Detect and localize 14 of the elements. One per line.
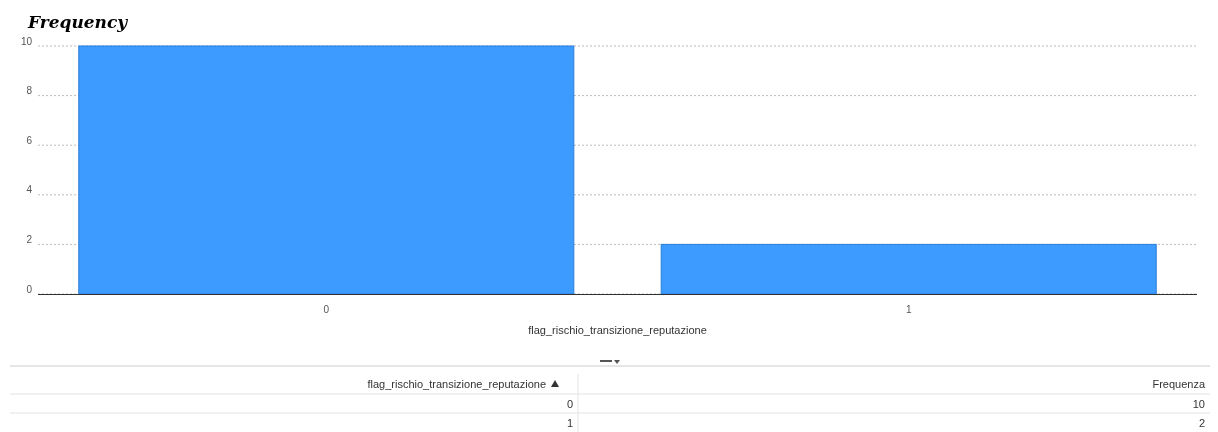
y-tick-label: 0 xyxy=(26,283,33,295)
chart-title: Frequency xyxy=(27,12,129,32)
text: Frequenza xyxy=(1152,378,1206,390)
text: 10 xyxy=(1192,398,1205,410)
y-tick-label: 6 xyxy=(26,134,33,146)
text: flag_rischio_transizione_reputazione xyxy=(367,378,546,390)
x-axis-title: flag_rischio_transizione_reputazione xyxy=(528,324,707,336)
y-tick-label: 4 xyxy=(26,184,33,196)
y-tick-label: 2 xyxy=(26,233,33,245)
text: 2 xyxy=(1198,417,1205,429)
category-label: 1 xyxy=(566,417,573,429)
y-tick-label: 8 xyxy=(26,85,33,97)
y-tick-label: 10 xyxy=(20,35,33,47)
category-label: 0 xyxy=(566,398,573,410)
